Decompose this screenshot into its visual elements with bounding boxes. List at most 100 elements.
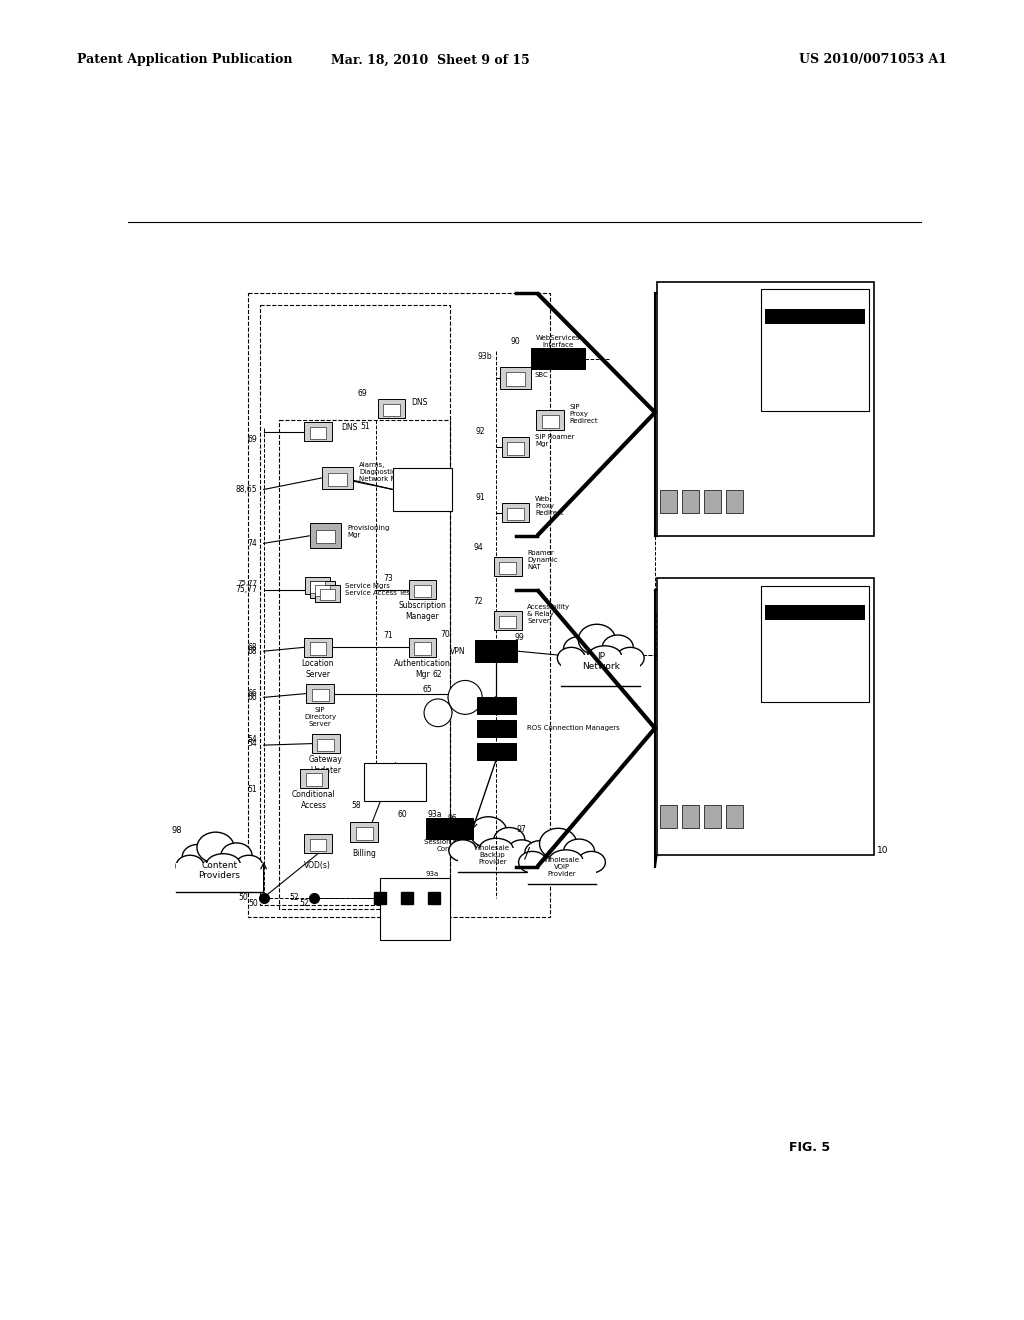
Bar	[537, 411, 564, 430]
Text: Back-Up Services: Back-Up Services	[660, 362, 715, 367]
Bar	[500, 615, 516, 628]
Text: Wholesale
VOIP
Provider: Wholesale VOIP Provider	[544, 857, 580, 876]
Bar	[475, 640, 517, 663]
Ellipse shape	[588, 645, 622, 668]
Bar	[409, 638, 436, 657]
Text: Home Networking: Home Networking	[660, 591, 717, 595]
Text: Billing: Billing	[402, 909, 427, 919]
Text: 66: 66	[248, 693, 257, 702]
Text: 10: 10	[665, 663, 676, 671]
Text: Alarms: Alarms	[401, 900, 428, 909]
Text: 98: 98	[171, 826, 182, 836]
Bar	[561, 655, 640, 686]
Text: Gateway
Updater: Gateway Updater	[308, 755, 343, 775]
Ellipse shape	[479, 838, 513, 859]
Text: 60: 60	[397, 810, 407, 818]
Bar	[304, 834, 332, 854]
Text: 97: 97	[517, 825, 526, 834]
Text: 71: 71	[383, 631, 393, 640]
Text: Location
Server: Location Server	[302, 659, 334, 678]
Ellipse shape	[578, 851, 605, 873]
Ellipse shape	[221, 843, 252, 867]
Text: IP
Network: IP Network	[582, 652, 620, 671]
Bar	[682, 490, 699, 512]
Bar	[322, 467, 352, 488]
Text: Home Networking: Home Networking	[660, 294, 717, 300]
Text: ROS
Message
Router: ROS Message Router	[452, 689, 479, 706]
Bar	[502, 503, 529, 523]
Bar	[306, 684, 334, 704]
Ellipse shape	[176, 855, 204, 876]
Text: 51: 51	[248, 785, 257, 795]
Text: 68: 68	[248, 647, 257, 656]
Text: 96: 96	[447, 814, 457, 822]
Bar	[414, 643, 431, 655]
Text: VPN: VPN	[450, 647, 465, 656]
Ellipse shape	[449, 840, 477, 862]
Text: 99: 99	[514, 632, 524, 642]
Bar	[477, 697, 515, 714]
Bar	[383, 404, 399, 416]
Text: Home Automation: Home Automation	[660, 684, 718, 688]
Text: Patent Application Publication: Patent Application Publication	[77, 53, 292, 66]
Text: Alarms
Aggregator: Alarms Aggregator	[400, 479, 444, 499]
Text: Conditional
Access: Conditional Access	[292, 791, 336, 809]
Bar	[315, 585, 330, 597]
Text: Web
Proxy
Redirect: Web Proxy Redirect	[535, 496, 563, 516]
Ellipse shape	[602, 635, 633, 660]
Bar	[260, 305, 450, 906]
Bar	[309, 426, 327, 440]
Text: Service Mgrs
Service Access Testers: Service Mgrs Service Access Testers	[345, 583, 424, 597]
Text: VOIP     Media: VOIP Media	[794, 347, 837, 352]
Ellipse shape	[563, 636, 595, 661]
Bar	[506, 372, 524, 387]
Bar	[494, 611, 521, 630]
Text: 54: 54	[248, 735, 257, 744]
Bar	[761, 586, 869, 702]
Text: Voice Services: Voice Services	[660, 312, 706, 317]
Text: VOIP     Media: VOIP Media	[794, 643, 837, 648]
Text: 66: 66	[248, 689, 257, 698]
Text: File Sharing: File Sharing	[660, 647, 697, 651]
Bar	[660, 490, 678, 512]
Bar	[319, 589, 335, 601]
Text: GATEWAY: GATEWAY	[795, 609, 836, 618]
Bar	[310, 581, 335, 598]
Text: VOD(s): VOD(s)	[304, 861, 332, 870]
Ellipse shape	[508, 840, 536, 862]
Ellipse shape	[182, 845, 213, 869]
Text: 93a: 93a	[426, 871, 439, 878]
Bar	[414, 585, 431, 597]
Bar	[765, 605, 865, 620]
Bar	[726, 805, 742, 829]
Text: GATEWAY: GATEWAY	[795, 312, 836, 321]
Bar	[761, 289, 869, 412]
Bar	[703, 805, 721, 829]
Text: 54: 54	[248, 739, 257, 748]
Text: Provisioning
Mgr: Provisioning Mgr	[347, 525, 390, 539]
Text: DNS: DNS	[341, 424, 357, 433]
Text: Billing
Aggregator: Billing Aggregator	[374, 772, 417, 792]
Bar	[409, 579, 436, 599]
Bar	[304, 422, 332, 441]
Ellipse shape	[616, 647, 644, 669]
Bar	[312, 689, 329, 701]
Bar	[682, 805, 699, 829]
Text: 90: 90	[511, 337, 520, 346]
Ellipse shape	[563, 840, 595, 863]
Text: 91: 91	[476, 492, 485, 502]
Text: US 2010/0071053 A1: US 2010/0071053 A1	[799, 53, 947, 66]
Bar	[311, 734, 340, 754]
Text: Media Services: Media Services	[660, 396, 708, 401]
Text: Alarms,
Diagnostics,
Network Mgmt: Alarms, Diagnostics, Network Mgmt	[359, 462, 411, 482]
Text: 70: 70	[440, 630, 450, 639]
Bar	[458, 847, 526, 873]
Text: 51: 51	[360, 422, 370, 430]
Text: 68: 68	[248, 643, 257, 652]
Ellipse shape	[549, 850, 583, 871]
Bar	[310, 524, 341, 548]
Text: Roamer
Dynamic
NAT: Roamer Dynamic NAT	[527, 550, 558, 570]
Bar	[660, 805, 678, 829]
Bar	[316, 529, 335, 544]
Text: 93b: 93b	[477, 352, 492, 360]
